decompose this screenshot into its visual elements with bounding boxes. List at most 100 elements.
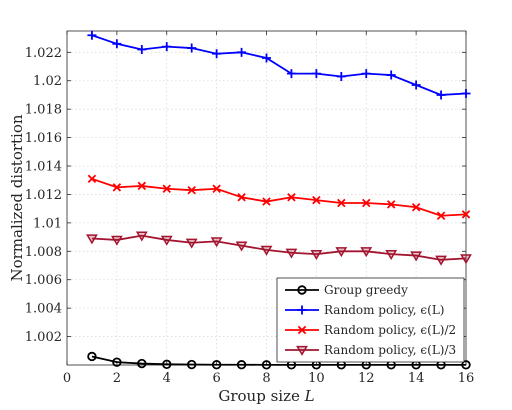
x-tick-label: 10: [308, 371, 325, 386]
data-point: [237, 47, 247, 57]
data-point: [87, 174, 97, 184]
data-point: [160, 235, 173, 246]
series-line: [91, 355, 466, 366]
data-point: [212, 184, 221, 193]
data-point: [135, 231, 148, 242]
legend-marker: [296, 345, 308, 356]
y-tick-label: 1.01: [33, 216, 62, 231]
data-point: [112, 357, 122, 367]
data-point: [385, 249, 398, 261]
data-point: [386, 70, 396, 80]
data-point: [436, 211, 446, 221]
legend-marker: [297, 285, 307, 295]
y-tick-label: 1.006: [25, 273, 62, 288]
data-point: [285, 248, 298, 259]
data-point: [187, 43, 197, 53]
data-point: [137, 358, 147, 369]
data-point: [337, 198, 346, 208]
data-point: [236, 360, 247, 370]
data-point: [362, 198, 371, 208]
data-point: [185, 238, 198, 249]
data-point: [312, 195, 321, 205]
data-point: [187, 185, 196, 195]
data-point: [311, 69, 321, 79]
data-point: [286, 69, 296, 79]
x-tick-label: 0: [63, 371, 71, 386]
series-line: [91, 34, 467, 96]
legend-label: Random policy, ϵ(L)/2: [324, 323, 456, 337]
y-tick-label: 1.002: [25, 330, 62, 345]
data-point: [410, 251, 423, 262]
y-tick-label: 1.012: [25, 188, 62, 203]
data-point: [137, 181, 147, 191]
data-point: [261, 360, 272, 370]
data-point: [110, 235, 123, 246]
data-point: [86, 234, 98, 245]
legend-label: Random policy, ϵ(L): [324, 303, 444, 317]
data-point: [262, 197, 271, 206]
data-point: [212, 49, 222, 59]
x-tick-label: 16: [458, 371, 475, 386]
series-3: [86, 231, 472, 266]
legend-entry-1: Random policy, ϵ(L): [285, 303, 444, 317]
data-point: [262, 53, 271, 63]
y-tick-label: 1.014: [25, 160, 62, 175]
data-point: [112, 39, 122, 49]
series-layer: [86, 30, 472, 370]
data-point: [436, 90, 446, 100]
data-point: [336, 71, 346, 81]
x-axis-label: Group size L: [218, 387, 314, 405]
data-point: [335, 247, 348, 258]
data-point: [162, 42, 172, 52]
legend-box: [276, 277, 465, 363]
x-tick-label: 4: [163, 371, 171, 386]
y-axis-label: Normalized distortion: [8, 114, 26, 281]
y-tick-label: 1.004: [25, 302, 62, 317]
legend-marker: [297, 305, 307, 315]
data-point: [260, 245, 273, 256]
data-point: [112, 183, 122, 192]
y-tick-label: 1.022: [25, 46, 62, 61]
legend-marker: [297, 325, 307, 335]
data-point: [287, 193, 296, 202]
data-point: [162, 359, 172, 369]
x-tick-label: 2: [113, 371, 121, 386]
data-point: [162, 184, 171, 193]
data-point: [460, 254, 472, 265]
series-2: [87, 174, 471, 221]
x-axis-label-variable: L: [304, 387, 315, 405]
data-point: [386, 200, 396, 209]
legend-entry-0: Group greedy: [285, 283, 408, 297]
data-point: [235, 241, 248, 252]
data-point: [87, 351, 97, 362]
data-point: [411, 203, 421, 212]
data-point: [186, 359, 197, 370]
data-point: [211, 360, 222, 370]
y-tick-label: 1.008: [25, 245, 62, 260]
data-point: [210, 237, 223, 248]
data-point: [137, 44, 147, 54]
legend: Group greedy Random policy, ϵ(L) Random po…: [276, 277, 465, 363]
legend-label: Group greedy: [324, 283, 408, 297]
x-tick-label: 6: [212, 371, 220, 386]
series-line: [91, 234, 467, 261]
series-line: [91, 177, 467, 217]
data-point: [87, 30, 97, 40]
data-point: [411, 80, 421, 90]
legend-label: Random policy, ϵ(L)/3: [324, 343, 456, 357]
x-axis-label-text: Group size: [218, 387, 304, 405]
x-tick-label: 12: [358, 371, 375, 386]
data-point: [237, 193, 246, 202]
data-point: [461, 89, 471, 99]
x-tick-label: 14: [408, 371, 425, 386]
data-point: [310, 249, 323, 261]
data-point: [360, 247, 373, 258]
legend-entry-2: Random policy, ϵ(L)/2: [285, 323, 456, 337]
data-point: [461, 360, 471, 370]
y-tick-label: 1.018: [25, 103, 62, 118]
y-tick-label: 1.016: [25, 131, 62, 146]
data-point: [461, 210, 471, 219]
x-tick-label: 8: [262, 371, 270, 386]
data-point: [435, 255, 447, 266]
